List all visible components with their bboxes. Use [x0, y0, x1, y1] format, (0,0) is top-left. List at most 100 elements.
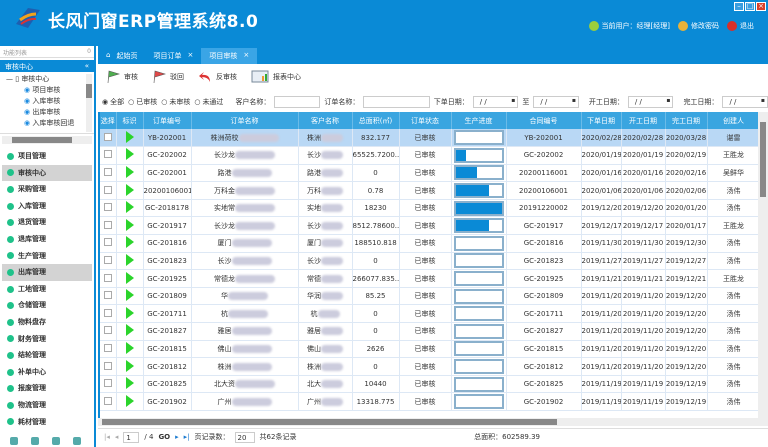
report-icon[interactable] — [73, 437, 81, 445]
order-input[interactable] — [363, 96, 430, 108]
row-checkbox[interactable] — [103, 255, 112, 264]
select-cell[interactable] — [100, 146, 117, 165]
collapse-icon[interactable]: « — [84, 62, 89, 70]
column-header[interactable]: 创建人 — [707, 112, 758, 129]
row-checkbox[interactable] — [103, 185, 112, 194]
sidebar-item[interactable]: 耗材管理 — [2, 414, 92, 431]
column-header[interactable]: 合同编号 — [506, 112, 582, 129]
section-header[interactable]: 审核中心 « — [0, 60, 94, 72]
select-cell[interactable] — [100, 129, 117, 148]
table-row[interactable]: GC-201816 厦门 厦门 188510.818 已审核 GC-201816 2019/… — [100, 234, 758, 253]
sidebar-item[interactable]: 补单中心 — [2, 364, 92, 381]
sidebar-item[interactable]: 入库管理 — [2, 198, 92, 215]
table-row[interactable]: GC-201902 广州 广州 13318.775 已审核 GC-201902 2019/1… — [100, 392, 758, 411]
leaf-icon[interactable] — [52, 437, 60, 445]
select-cell[interactable] — [100, 252, 117, 271]
tab-project-orders[interactable]: 项目订单 × — [145, 48, 201, 64]
table-row[interactable]: GC-201711 杭杭 0 已审核 GC-201711 2019/11/20 2019/1… — [100, 304, 758, 324]
table-row[interactable]: GC-202002 长沙龙 长沙 65525.7200... 已审核 GC-202002 2… — [100, 146, 758, 165]
approve-button[interactable]: 审核 — [106, 70, 138, 83]
sidebar-item[interactable]: 出库管理 — [2, 264, 92, 281]
column-header[interactable]: 订单名称 — [191, 112, 299, 129]
sidebar-item[interactable]: 退货管理 — [2, 214, 92, 231]
order-date-to[interactable]: / / — [533, 96, 579, 108]
close-tab-icon[interactable]: × — [243, 51, 250, 59]
grid-horizontal-scrollbar[interactable] — [98, 418, 768, 426]
row-checkbox[interactable] — [103, 203, 112, 212]
close-button[interactable]: × — [756, 2, 766, 11]
table-row[interactable]: GC-201825 北大资 北大 10440 已审核 GC-201825 2019/11/1… — [100, 375, 758, 394]
select-cell[interactable] — [100, 164, 117, 183]
tree-leaf[interactable]: 入库审核 — [6, 96, 88, 107]
report-center-button[interactable]: 报表中心 — [251, 70, 301, 83]
go-button[interactable]: GO — [158, 433, 171, 441]
row-checkbox[interactable] — [103, 379, 112, 388]
column-header[interactable]: 完工日期 — [665, 112, 708, 129]
radio-unapproved[interactable]: 未审核 — [161, 97, 190, 107]
row-checkbox[interactable] — [103, 273, 112, 282]
next-page-button[interactable]: ▸ — [175, 433, 179, 441]
tab-project-review[interactable]: 项目审核 × — [201, 48, 258, 64]
table-row[interactable]: GC-202001 路港 路港 0 已审核 20200116001 2020/01/16 20… — [100, 164, 758, 183]
table-row[interactable]: GC-201827 雅居 雅居 0 已审核 GC-201827 2019/11/20 2019… — [100, 322, 758, 341]
row-checkbox[interactable] — [103, 132, 112, 141]
page-input[interactable]: 1 — [123, 431, 140, 443]
sidebar-item[interactable]: 结轮管理 — [2, 347, 92, 364]
tab-home[interactable]: ⌂ 起始页 — [98, 48, 145, 64]
tree-hscrollbar[interactable] — [2, 136, 92, 144]
minimize-button[interactable]: – — [734, 2, 744, 11]
select-cell[interactable] — [100, 392, 117, 411]
table-row[interactable]: GC-2018178 实地常 实地 18230 已审核 20191220002 2019/1… — [100, 199, 758, 218]
tree-leaf[interactable]: 项目审核 — [6, 85, 88, 96]
select-cell[interactable] — [100, 234, 117, 253]
row-checkbox[interactable] — [103, 361, 112, 370]
sidebar-item[interactable]: 工地管理 — [2, 281, 92, 298]
sidebar-item[interactable]: 报废管理 — [2, 380, 92, 397]
logout-link[interactable]: 退出 — [727, 21, 754, 31]
change-password-link[interactable]: 修改密码 — [678, 21, 719, 31]
tree-leaf[interactable]: 出库审核 — [6, 107, 88, 118]
column-header[interactable]: 开工日期 — [621, 112, 666, 129]
row-checkbox[interactable] — [103, 343, 112, 352]
tree-scrollbar[interactable] — [86, 74, 92, 132]
column-header[interactable]: 客户名称 — [298, 112, 353, 129]
sidebar-item[interactable]: 审核中心 — [2, 164, 92, 182]
table-row[interactable]: GC-201823 长沙 长沙 0 已审核 GC-201823 2019/11/27 2019… — [100, 252, 758, 271]
row-checkbox[interactable] — [103, 167, 112, 176]
first-page-button[interactable]: |◂ — [104, 433, 110, 441]
home-icon[interactable] — [10, 437, 18, 445]
cart-icon[interactable] — [31, 437, 39, 445]
row-checkbox[interactable] — [103, 291, 112, 300]
select-cell[interactable] — [100, 181, 117, 200]
tree-root[interactable]: — ▯ 审核中心 — [6, 75, 50, 83]
page-size-input[interactable]: 20 — [234, 431, 255, 443]
row-checkbox[interactable] — [103, 326, 112, 335]
sidebar-item[interactable]: 财务管理 — [2, 331, 92, 348]
reject-button[interactable]: 驳回 — [152, 70, 184, 83]
pin-icon[interactable]: 0 — [87, 48, 91, 55]
select-cell[interactable] — [100, 287, 117, 306]
finish-date-input[interactable]: / / — [722, 96, 768, 108]
prev-page-button[interactable]: ◂ — [114, 433, 119, 441]
select-cell[interactable] — [100, 269, 117, 288]
row-checkbox[interactable] — [103, 238, 112, 247]
table-row[interactable]: GC-201925 常德龙 常德 266077.835... 已审核 GC-201925 2… — [100, 269, 758, 288]
select-cell[interactable] — [100, 304, 117, 324]
row-checkbox[interactable] — [103, 150, 112, 159]
select-cell[interactable] — [100, 322, 117, 341]
table-row[interactable]: GC-201809 华华润 85.25 已审核 GC-201809 2019/11/20 2… — [100, 287, 758, 306]
column-header[interactable]: 订单编号 — [143, 112, 192, 129]
start-date-input[interactable]: / / — [627, 96, 674, 108]
customer-input[interactable] — [274, 96, 321, 108]
select-cell[interactable] — [100, 199, 117, 218]
radio-all[interactable]: 全部 — [102, 97, 124, 107]
maximize-button[interactable]: □ — [745, 2, 755, 11]
column-header[interactable]: 生产进度 — [451, 112, 507, 129]
select-cell[interactable] — [100, 357, 117, 376]
column-header[interactable]: 总面积(㎡) — [352, 112, 400, 129]
grid-vertical-scrollbar[interactable] — [758, 112, 768, 418]
column-header[interactable]: 下单日期 — [581, 112, 622, 129]
row-checkbox[interactable] — [103, 308, 112, 317]
unapprove-button[interactable]: 反审核 — [198, 70, 237, 83]
select-cell[interactable] — [100, 375, 117, 394]
